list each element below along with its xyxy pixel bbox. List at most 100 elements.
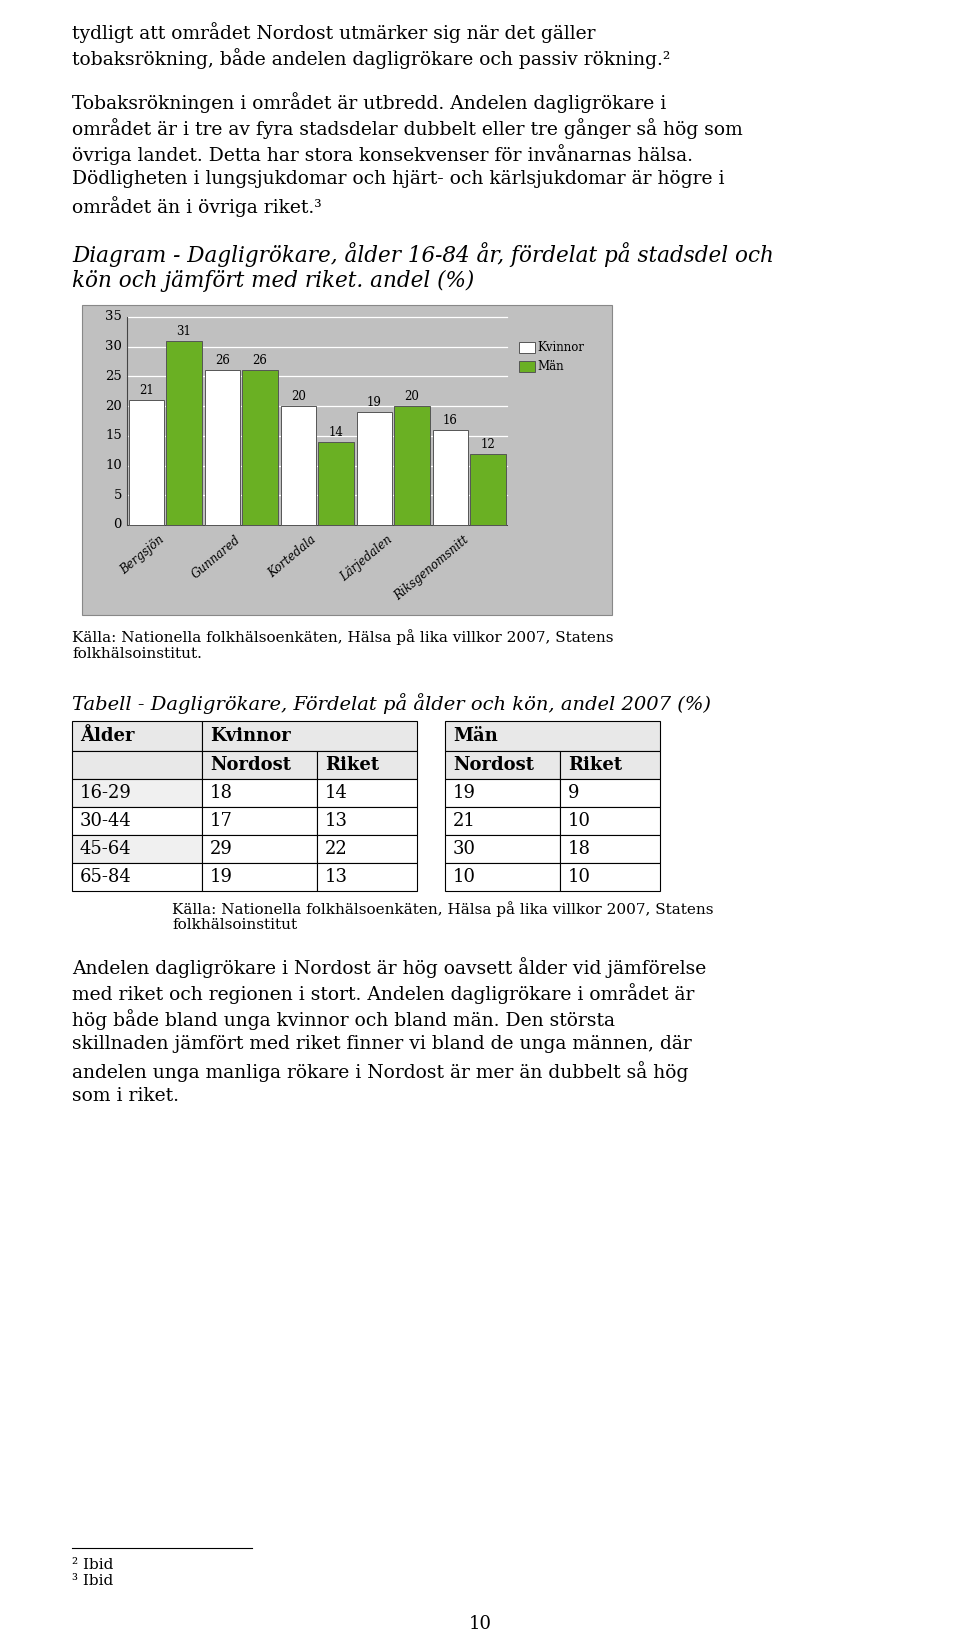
Text: tydligt att området Nordost utmärker sig när det gäller: tydligt att området Nordost utmärker sig… [72,21,595,43]
Text: Källa: Nationella folkhälsoenkäten, Hälsa på lika villkor 2007, Statens: Källa: Nationella folkhälsoenkäten, Häls… [172,901,713,916]
Text: Nordost: Nordost [453,756,534,774]
Bar [129,400,164,524]
Bar [72,864,202,892]
Bar [202,721,417,751]
Bar [202,864,317,892]
Bar [317,751,417,779]
Text: 16: 16 [443,415,458,426]
Text: tobaksrökning, både andelen dagligrökare och passiv rökning.²: tobaksrökning, både andelen dagligrökare… [72,48,670,69]
Bar [560,806,660,834]
Text: Ålder: Ålder [80,728,134,746]
Text: området är i tre av fyra stadsdelar dubbelt eller tre gånger så hög som: området är i tre av fyra stadsdelar dubb… [72,118,743,139]
Bar [445,806,560,834]
Text: 14: 14 [325,783,348,801]
Bar [72,751,202,779]
Bar [560,834,660,864]
Bar [202,779,317,806]
Text: Lärjedalen: Lärjedalen [338,533,395,583]
Text: Kortedala: Kortedala [266,533,319,580]
Text: 10: 10 [568,811,591,829]
Bar [519,343,535,352]
Text: 15: 15 [106,429,122,443]
Text: Tabell - Dagligrökare, Fördelat på ålder och kön, andel 2007 (%): Tabell - Dagligrökare, Fördelat på ålder… [72,693,711,715]
Text: 17: 17 [210,811,233,829]
Bar [445,779,560,806]
Bar [280,406,316,524]
Text: 26: 26 [215,354,229,367]
Text: 21: 21 [453,811,476,829]
Bar [72,806,202,834]
Text: 30: 30 [453,841,476,857]
Bar [166,341,202,524]
Bar [356,411,393,524]
Text: 21: 21 [139,384,154,397]
Text: 5: 5 [113,488,122,502]
Text: 10: 10 [468,1614,492,1632]
Text: Andelen dagligrökare i Nordost är hög oavsett ålder vid jämförelse: Andelen dagligrökare i Nordost är hög oa… [72,957,707,978]
Bar [72,721,202,751]
Text: Riket: Riket [568,756,622,774]
Text: Dödligheten i lungsjukdomar och hjärt- och kärlsjukdomar är högre i: Dödligheten i lungsjukdomar och hjärt- o… [72,170,725,188]
Text: 22: 22 [325,841,348,857]
Text: 65-84: 65-84 [80,869,132,887]
Bar [318,443,353,524]
Text: 20: 20 [106,400,122,413]
Text: Diagram - Dagligrökare, ålder 16-84 år, fördelat på stadsdel och: Diagram - Dagligrökare, ålder 16-84 år, … [72,243,774,267]
Bar [202,806,317,834]
Text: Bergsjön: Bergsjön [118,533,167,577]
Text: 12: 12 [480,438,495,451]
Text: 20: 20 [291,390,306,403]
Text: Riket: Riket [325,756,379,774]
Bar [317,806,417,834]
Text: 31: 31 [177,325,191,338]
Text: 35: 35 [106,310,122,323]
Bar [72,834,202,864]
Text: 19: 19 [367,397,382,410]
Bar [445,834,560,864]
Text: skillnaden jämfört med riket finner vi bland de unga männen, där: skillnaden jämfört med riket finner vi b… [72,1034,692,1052]
Bar [519,361,535,372]
Text: 0: 0 [113,518,122,531]
Text: Kvinnor: Kvinnor [537,341,584,354]
Text: Nordost: Nordost [210,756,291,774]
Text: 29: 29 [210,841,233,857]
Text: 19: 19 [453,783,476,801]
Bar [317,864,417,892]
Text: Riksgenomsnitt: Riksgenomsnitt [392,533,471,603]
Text: 18: 18 [568,841,591,857]
Text: andelen unga manliga rökare i Nordost är mer än dubbelt så hög: andelen unga manliga rökare i Nordost är… [72,1060,688,1082]
Text: folkhälsoinstitut.: folkhälsoinstitut. [72,647,202,661]
Bar [242,370,277,524]
Text: 25: 25 [106,370,122,384]
Text: som i riket.: som i riket. [72,1087,179,1105]
Bar [202,751,317,779]
Text: övriga landet. Detta har stora konsekvenser för invånarnas hälsa.: övriga landet. Detta har stora konsekven… [72,144,693,166]
Text: folkhälsoinstitut: folkhälsoinstitut [172,918,298,933]
Text: 30: 30 [106,341,122,354]
Bar [202,834,317,864]
Text: 19: 19 [210,869,233,887]
Text: 13: 13 [325,811,348,829]
Bar [445,751,560,779]
Text: 13: 13 [325,869,348,887]
Text: 16-29: 16-29 [80,783,132,801]
Text: 26: 26 [252,354,267,367]
Bar [433,429,468,524]
Text: 18: 18 [210,783,233,801]
Bar [560,751,660,779]
Text: 45-64: 45-64 [80,841,132,857]
Bar [445,864,560,892]
Text: hög både bland unga kvinnor och bland män. Den största: hög både bland unga kvinnor och bland mä… [72,1010,615,1029]
Text: ² Ibid: ² Ibid [72,1559,113,1572]
Text: Män: Män [537,361,564,374]
Bar [469,454,506,524]
Bar [317,779,417,806]
Text: 10: 10 [106,459,122,472]
Bar [445,721,660,751]
Text: 10: 10 [568,869,591,887]
Bar [394,406,429,524]
Bar [560,779,660,806]
Text: 10: 10 [453,869,476,887]
Bar [560,864,660,892]
Text: Kvinnor: Kvinnor [210,728,291,746]
